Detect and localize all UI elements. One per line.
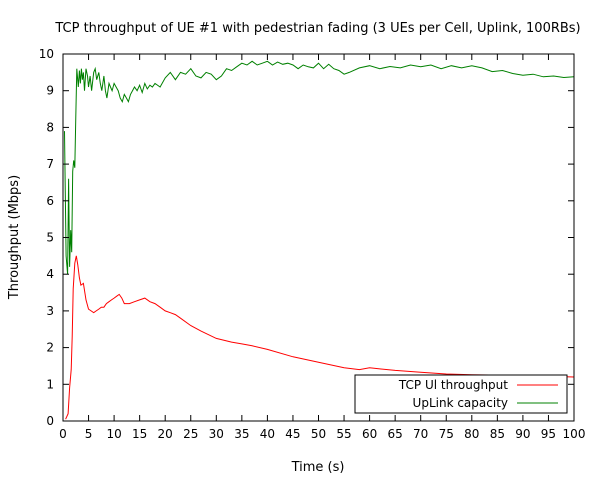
x-tick-label: 40 [260, 427, 275, 441]
legend-label-1: TCP Ul throughput [398, 378, 508, 392]
y-tick-label: 2 [46, 341, 54, 355]
x-tick-label: 50 [311, 427, 326, 441]
chart-title: TCP throughput of UE #1 with pedestrian … [54, 21, 580, 36]
x-tick-label: 30 [209, 427, 224, 441]
x-tick-label: 45 [285, 427, 300, 441]
x-tick-label: 5 [85, 427, 93, 441]
y-tick-label: 4 [46, 267, 54, 281]
x-tick-label: 0 [59, 427, 67, 441]
x-tick-label: 70 [413, 427, 428, 441]
x-tick-label: 85 [490, 427, 505, 441]
x-tick-label: 80 [464, 427, 479, 441]
y-axis-label: Throughput (Mbps) [7, 175, 22, 300]
series-line-1 [65, 255, 575, 420]
y-tick-label: 10 [39, 47, 54, 61]
y-tick-label: 9 [46, 84, 54, 98]
x-tick-label: 100 [563, 427, 586, 441]
y-tick-label: 6 [46, 194, 54, 208]
x-tick-label: 55 [336, 427, 351, 441]
x-tick-label: 65 [388, 427, 403, 441]
x-tick-label: 10 [106, 427, 121, 441]
x-tick-label: 95 [541, 427, 556, 441]
x-tick-label: 25 [183, 427, 198, 441]
x-tick-label: 90 [515, 427, 530, 441]
legend-box [354, 374, 568, 414]
y-tick-label: 1 [46, 377, 54, 391]
y-tick-label: 8 [46, 120, 54, 134]
y-tick-label: 0 [46, 414, 54, 428]
y-tick-label: 7 [46, 157, 54, 171]
plot-area: 0 5 10 15 20 25 30 35 40 45 50 55 60 65 70 75 80 85 90 95 10… [39, 47, 586, 441]
x-tick-label: 15 [132, 427, 147, 441]
y-tick-label: 3 [46, 304, 54, 318]
x-tick-label: 20 [158, 427, 173, 441]
x-tick-label: 75 [439, 427, 454, 441]
x-axis-label: Time (s) [291, 460, 345, 475]
y-tick-label: 5 [46, 231, 54, 245]
series-line-2 [64, 60, 575, 275]
x-tick-label: 60 [362, 427, 377, 441]
x-tick-label: 35 [234, 427, 249, 441]
legend-label-2: UpLink capacity [413, 396, 508, 410]
